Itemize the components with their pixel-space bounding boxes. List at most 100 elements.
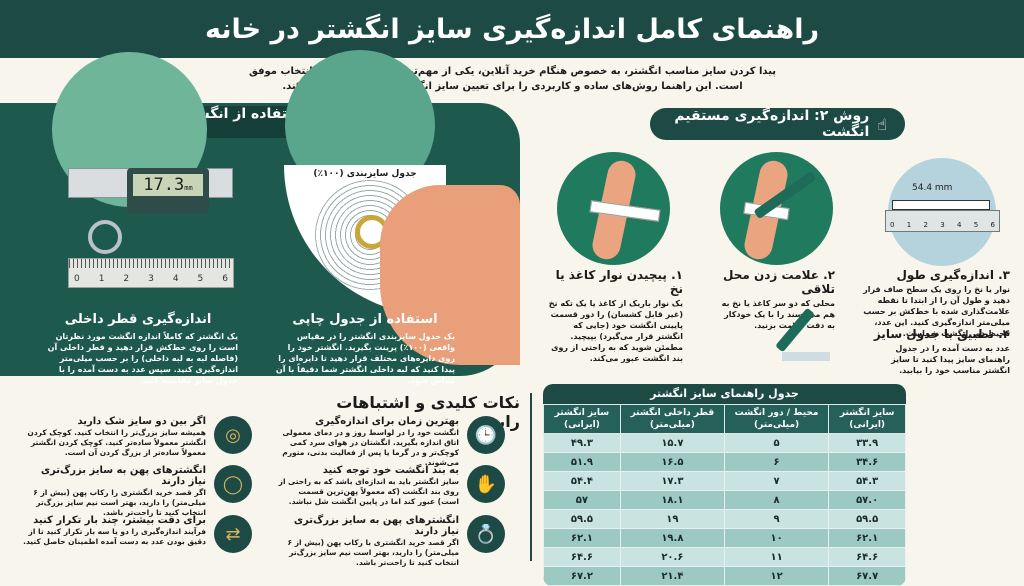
tip-text: سایز انگشتر باید به اندازه‌ای باشد که به… — [278, 477, 459, 506]
step-text: عدد به دست آمده را در جدول راهنمای سایز … — [891, 344, 1010, 375]
tip-text: همیشه سایز بزرگ‌تر را انتخاب کنید. کوچک … — [27, 428, 206, 457]
table-cell: ۱۹ — [619, 509, 725, 529]
ruler-illustration: 0 1 2 3 4 5 6 — [68, 258, 234, 288]
table-row: ۶۷.۷ ۱۲ ۲۱.۴ ۶۷.۲ — [543, 566, 906, 586]
tip-text: فرآیند اندازه‌گیری را دو یا سه بار تکرار… — [23, 527, 206, 546]
measured-strip — [892, 200, 990, 210]
hand-illustration — [380, 185, 520, 365]
table-cell: ۵۴.۳ — [828, 471, 906, 491]
table-cell: ۸ — [723, 490, 830, 510]
tip-heading: بهترین زمان برای اندازه‌گیری — [315, 416, 459, 427]
ruler-tick: 1 — [906, 221, 912, 229]
intro-text: پیدا کردن سایز مناسب انگشتر، به خصوص هنگ… — [248, 66, 777, 92]
table-cell: ۱۲ — [723, 566, 830, 586]
inner-diameter-heading: اندازه‌گیری قطر داخلی — [64, 312, 212, 327]
double-rings-icon: ◎ — [214, 416, 252, 454]
size-table: جدول راهنمای سایز انگشتر سایز انگشتر (ای… — [543, 384, 906, 586]
method2-title: روش ۲: اندازه‌گیری مستقیم انگشت — [674, 108, 870, 140]
ruler-tick: 6 — [990, 221, 995, 229]
tip-item: ⇄ برای دقت بیشتر، چند بار تکرار کنید فرآ… — [22, 515, 252, 553]
table-cell: ۶۲.۱ — [543, 528, 621, 548]
table-header: سایز انگشتر (ایرانی) — [828, 404, 906, 434]
caliper-reading: 17.3 — [143, 175, 185, 195]
inner-diameter-block: اندازه‌گیری قطر داخلی یک انگشتر که کاملا… — [38, 312, 238, 386]
ruler-tick: 3 — [148, 274, 154, 284]
table-row: ۵۴.۳ ۷ ۱۷.۳ ۵۴.۴ — [543, 471, 906, 491]
table-cell: ۱۵.۷ — [619, 433, 725, 453]
table-cell: ۵۴.۴ — [543, 471, 621, 491]
table-cell: ۱۷.۳ — [619, 471, 725, 491]
clock-icon: 🕒 — [467, 416, 505, 454]
step-text: یک نوار باریک از کاغذ یا یک تکه نخ (غیر … — [548, 299, 683, 363]
ruler-tick: 2 — [123, 274, 130, 284]
ruler-tick: 5 — [973, 221, 979, 229]
ruler-tick: 2 — [923, 221, 928, 229]
tip-item: ✋ به بند انگشت خود توجه کنید سایز انگشتر… — [275, 465, 505, 507]
ruler-tick: 4 — [172, 274, 179, 284]
table-header: سایز انگشتر (ایرانی) — [543, 404, 621, 434]
table-cell: ۶ — [723, 452, 830, 472]
ruler-tick: 0 — [890, 221, 895, 229]
tip-item: 💍 انگشترهای پهن به سایز بزرگ‌تری نیاز دا… — [275, 515, 505, 568]
step-1: ۱. پیچیدن نوار کاغذ یا نخ یک نوار باریک … — [548, 268, 683, 364]
tips-title: نکات کلیدی و اشتباهات رایج — [336, 393, 520, 431]
tip-heading: برای دقت بیشتر، چند بار تکرار کنید — [33, 515, 206, 526]
table-cell: ۲۰.۶ — [619, 547, 725, 567]
table-cell: ۱۶.۵ — [619, 452, 725, 472]
table-cell: ۶۲.۱ — [828, 528, 906, 548]
table-cell: ۵۹.۵ — [543, 509, 621, 529]
ring-illustration — [88, 220, 122, 254]
printed-chart-heading: استفاده از جدول چاپی — [292, 312, 438, 327]
ruler-tick: 0 — [74, 274, 80, 284]
step-4: ۴. تطبیق با جدول سایز عدد به دست آمده را… — [862, 327, 1010, 376]
step-heading: ۱. پیچیدن نوار کاغذ یا نخ — [555, 268, 683, 296]
tip-heading: به بند انگشت خود توجه کنید — [322, 465, 459, 476]
printed-chart-block: استفاده از جدول چاپی یک جدول سایزبندی ان… — [275, 312, 455, 386]
tip-item: ◎ اگر بین دو سایز شک دارید همیشه سایز بز… — [22, 416, 252, 458]
table-cell: ۱۰ — [723, 528, 830, 548]
title-bar: راهنمای کامل اندازه‌گیری سایز انگشتر در … — [0, 0, 1024, 58]
sizing-chart-label: جدول سایزبندی (۱۰۰٪) — [313, 169, 417, 179]
surface-illustration — [782, 352, 830, 361]
hand-pointer-icon: ☝ — [877, 114, 887, 134]
tip-heading: اگر بین دو سایز شک دارید — [77, 416, 206, 427]
table-cell: ۷ — [723, 471, 830, 491]
table-cell: ۳۳.۹ — [828, 433, 906, 453]
step-2: ۲. علامت زدن محل تلاقی محلی که دو سر کاغ… — [720, 268, 835, 331]
step-text: محلی که دو سر کاغذ یا نخ به هم می‌رسند ر… — [721, 299, 835, 330]
tip-text: انگشت خود را در لواسط روز و در دمای معمو… — [282, 428, 459, 467]
table-caption: جدول راهنمای سایز انگشتر — [650, 387, 799, 400]
inner-diameter-text: یک انگشتر که کاملاً اندازه انگشت مورد نظ… — [47, 332, 238, 385]
table-cell: ۴۹.۳ — [543, 433, 621, 453]
tip-text: اگر قصد خرید انگشتری با رکاب پهن (بیش از… — [287, 538, 460, 567]
tip-heading: انگشترهای پهن به سایز بزرگ‌تری نیاز دارن… — [40, 465, 206, 487]
step-heading: ۲. علامت زدن محل تلاقی — [723, 268, 835, 296]
ruler-tick: 3 — [940, 221, 945, 229]
table-cell: ۶۴.۶ — [828, 547, 906, 567]
table-cell: ۱۸.۱ — [619, 490, 725, 510]
table-cell: ۵۱.۹ — [543, 452, 621, 472]
table-cell: ۳۴.۶ — [828, 452, 906, 472]
table-row: ۳۳.۹ ۵ ۱۵.۷ ۴۹.۳ — [543, 433, 906, 453]
caliper-unit: mm — [184, 184, 193, 192]
ruler-tick: 4 — [957, 221, 962, 229]
tip-heading: انگشترهای پهن به سایز بزرگ‌تری نیاز دارن… — [293, 515, 459, 537]
caliper-display: 17.3mm — [127, 168, 209, 213]
mm-ruler: 0 1 2 3 4 5 6 — [885, 210, 1000, 232]
tip-item: ◯ انگشترهای پهن به سایز بزرگ‌تری نیاز دا… — [22, 465, 252, 518]
table-cell: ۵۷.۰ — [828, 490, 906, 510]
table-cell: ۶۷.۲ — [543, 566, 621, 586]
tips-divider — [530, 393, 532, 561]
method2-title-pill: ☝ روش ۲: اندازه‌گیری مستقیم انگشت — [650, 108, 905, 140]
ruler-tick: 5 — [197, 274, 204, 284]
step-heading: ۴. تطبیق با جدول سایز — [873, 327, 1010, 341]
table-header: قطر داخلی انگشتر (میلی‌متر) — [619, 404, 725, 434]
table-cell: ۹ — [723, 509, 830, 529]
wide-band-icon: ◯ — [214, 465, 252, 503]
table-cell: ۲۱.۴ — [619, 566, 725, 586]
repeat-icon: ⇄ — [214, 515, 252, 553]
hand-icon: ✋ — [467, 465, 505, 503]
step-text: نوار یا نخ را روی یک سطح صاف قرار دهید و… — [863, 285, 1010, 338]
table-row: ۶۴.۶ ۱۱ ۲۰.۶ ۶۴.۶ — [543, 547, 906, 567]
printed-chart-text: یک جدول سایزبندی انگشتر را در مقیاس واقع… — [275, 332, 455, 385]
